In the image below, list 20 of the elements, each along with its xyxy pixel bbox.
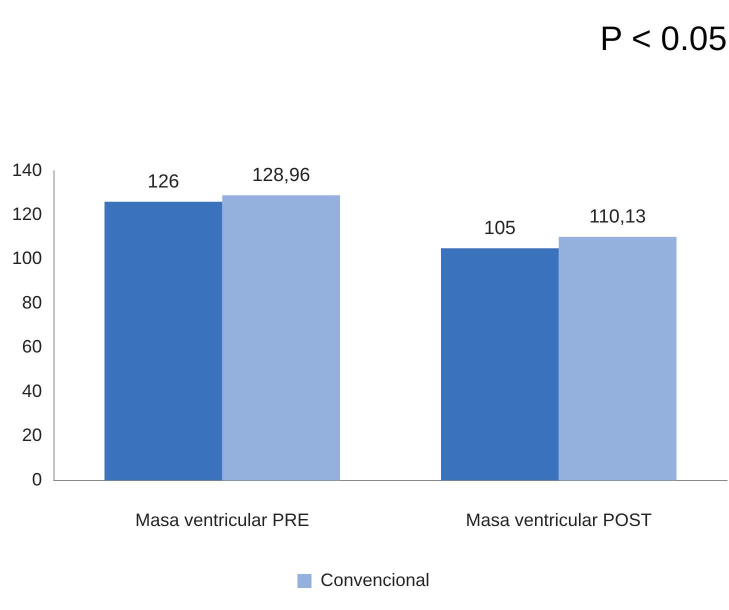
y-tick-label: 60 bbox=[22, 336, 42, 357]
x-tick-label: Masa ventricular POST bbox=[466, 510, 652, 530]
data-label: 105 bbox=[484, 218, 516, 239]
data-label: 110,13 bbox=[589, 206, 646, 228]
bar bbox=[440, 248, 559, 480]
x-tick-label: Masa ventricular PRE bbox=[135, 510, 310, 530]
bar bbox=[222, 195, 340, 480]
y-tick-label: 0 bbox=[32, 469, 42, 490]
data-label: 126 bbox=[148, 171, 180, 192]
y-tick-label: 40 bbox=[22, 380, 42, 401]
y-tick-label: 120 bbox=[12, 204, 42, 224]
y-tick-label: 80 bbox=[22, 292, 42, 312]
chart-title: P < 0.05 bbox=[600, 20, 727, 58]
y-tick-label: 20 bbox=[22, 425, 42, 446]
bar bbox=[104, 202, 222, 480]
bar bbox=[558, 236, 677, 480]
legend-label: Convencional bbox=[320, 570, 430, 590]
y-tick-label: 140 bbox=[12, 160, 42, 180]
data-label: 128,96 bbox=[252, 164, 310, 186]
y-tick-label: 100 bbox=[12, 248, 42, 268]
